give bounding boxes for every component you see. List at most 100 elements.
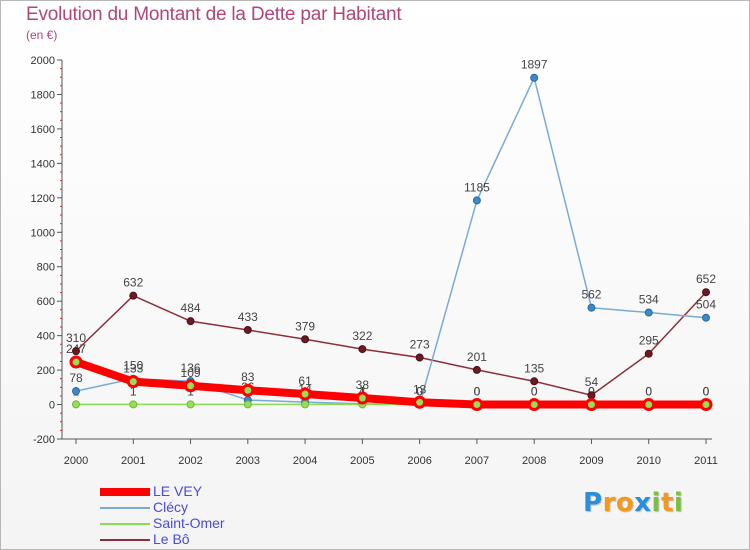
data-point-le-bo	[587, 391, 596, 400]
data-point-le-vey	[699, 398, 713, 412]
logo-letter: i	[673, 488, 684, 518]
data-label-clecy: 4	[359, 384, 366, 398]
x-tick-label: 2003	[236, 455, 260, 467]
x-tick-label: 2004	[293, 455, 317, 467]
data-label-clecy: 504	[696, 298, 716, 312]
data-label-le-bo: 652	[696, 272, 716, 286]
data-point-le-bo	[644, 349, 653, 358]
data-label-le-bo: 632	[123, 276, 143, 290]
data-point-saint-omer	[186, 400, 195, 409]
data-point-le-vey	[470, 398, 484, 412]
data-label-clecy: 150	[123, 359, 143, 373]
data-point-le-vey	[298, 387, 312, 401]
data-label-le-bo: 273	[410, 338, 430, 352]
data-point-le-bo	[243, 325, 252, 334]
y-tick-label: 600	[37, 296, 55, 308]
data-point-saint-omer	[129, 400, 138, 409]
data-label-saint-omer: 1	[130, 384, 137, 398]
proxiti-logo: Proxiti	[583, 488, 683, 518]
data-label-le-vey: 61	[298, 374, 312, 388]
logo-letter: r	[602, 488, 616, 518]
legend-swatch	[100, 507, 150, 509]
data-point-saint-omer	[72, 400, 80, 409]
data-label-saint-omer: 0	[531, 385, 538, 399]
x-tick-label: 2010	[636, 455, 660, 467]
series-line-le-bo	[75, 291, 707, 396]
x-tick-label: 2005	[350, 455, 374, 467]
data-point-le-vey	[584, 398, 598, 412]
data-label-le-bo: 379	[295, 319, 315, 333]
y-tick-label: 1800	[31, 89, 55, 101]
data-point-le-bo	[472, 365, 481, 374]
data-label-saint-omer: 0	[474, 385, 481, 399]
legend-swatch	[100, 523, 150, 525]
data-point-le-vey	[527, 398, 541, 412]
data-point-saint-omer	[243, 400, 252, 409]
x-tick-label: 2006	[407, 455, 431, 467]
x-tick-label: 2007	[465, 455, 489, 467]
y-tick-label: 800	[37, 262, 55, 274]
x-tick-label: 2011	[694, 455, 718, 467]
data-point-clecy	[472, 196, 481, 205]
data-label-clecy: 1897	[521, 58, 548, 72]
data-point-clecy	[587, 303, 596, 312]
x-tick-label: 2000	[64, 455, 88, 467]
data-label-le-vey: 0	[645, 385, 652, 399]
series-line-clecy	[75, 76, 707, 406]
logo-letter: t	[660, 488, 674, 518]
data-point-saint-omer	[301, 400, 310, 409]
data-point-le-vey	[413, 395, 427, 409]
data-label-le-bo: 484	[181, 301, 201, 315]
legend-label: LE VEY	[153, 483, 203, 499]
chart-subtitle: (en €)	[26, 28, 58, 42]
data-label-saint-omer: 1	[359, 384, 366, 398]
data-label-le-vey: 0	[474, 385, 481, 399]
data-label-le-vey: 13	[413, 382, 427, 396]
logo-letter: x	[634, 488, 652, 518]
data-label-saint-omer: 0	[703, 385, 710, 399]
legend-label: Saint-Omer	[153, 515, 225, 531]
data-label-saint-omer: 0	[645, 385, 652, 399]
data-label-le-bo: 322	[352, 329, 372, 343]
data-point-le-bo	[530, 377, 539, 386]
data-point-le-bo	[186, 317, 195, 326]
data-label-le-vey: 38	[356, 378, 370, 392]
data-point-clecy	[72, 387, 80, 396]
data-label-le-vey: 133	[123, 362, 143, 376]
data-label-le-bo: 54	[585, 375, 599, 389]
y-tick-label: 2000	[31, 55, 55, 67]
data-point-le-bo	[72, 347, 80, 356]
y-tick-label: 1000	[31, 227, 55, 239]
x-tick-label: 2002	[178, 455, 202, 467]
data-point-clecy	[644, 308, 653, 317]
logo-letter: o	[615, 488, 635, 518]
x-tick-label: 2009	[579, 455, 603, 467]
data-label-clecy: 0	[416, 385, 423, 399]
data-label-le-bo: 433	[238, 310, 258, 324]
data-label-le-vey: 0	[703, 385, 710, 399]
y-tick-label: -200	[33, 434, 55, 446]
legend-swatch	[100, 488, 150, 496]
data-point-le-bo	[301, 335, 310, 344]
y-tick-label: 200	[37, 365, 55, 377]
data-label-saint-omer: 0	[416, 385, 423, 399]
data-point-clecy	[530, 73, 539, 82]
x-tick-label: 2008	[522, 455, 546, 467]
data-point-le-bo	[129, 291, 138, 300]
data-point-le-vey	[184, 379, 198, 393]
x-tick-label: 2001	[121, 455, 145, 467]
data-label-clecy: 562	[581, 288, 601, 302]
y-tick-label: 1600	[31, 124, 55, 136]
data-point-le-vey	[69, 355, 83, 369]
data-label-clecy: 136	[181, 361, 201, 375]
y-tick-label: 400	[37, 331, 55, 343]
data-label-le-vey: 83	[241, 370, 255, 384]
data-point-clecy	[702, 313, 710, 322]
chart-title: Evolution du Montant de la Dette par Hab…	[26, 4, 402, 25]
data-label-le-bo: 295	[639, 334, 659, 348]
legend-label: Clécy	[153, 499, 189, 515]
data-point-le-vey	[126, 375, 140, 389]
y-tick-label: 1200	[31, 193, 55, 205]
